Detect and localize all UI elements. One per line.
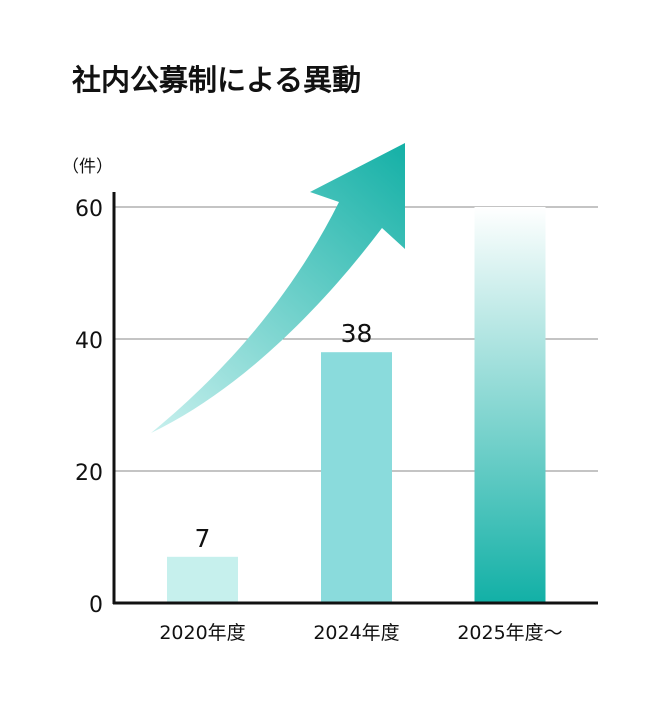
y-axis-unit: （件）	[62, 157, 113, 177]
chart-title: 社内公募制による異動	[72, 63, 361, 97]
data-label: 7	[195, 524, 211, 553]
data-label: 38	[341, 319, 373, 348]
y-tick-label: 0	[89, 593, 103, 618]
y-tick-label: 60	[75, 197, 103, 222]
bar-1	[167, 556, 238, 603]
y-tick-label: 40	[75, 329, 103, 354]
y-tick-label: 20	[75, 461, 103, 486]
bar-3	[474, 207, 546, 603]
x-tick-label: 2025年度～	[457, 622, 562, 644]
x-tick-label: 2020年度	[159, 622, 245, 644]
growth-arrow-icon	[151, 143, 405, 433]
x-tick-label: 2024年度	[313, 622, 399, 644]
bar-2	[321, 352, 392, 603]
